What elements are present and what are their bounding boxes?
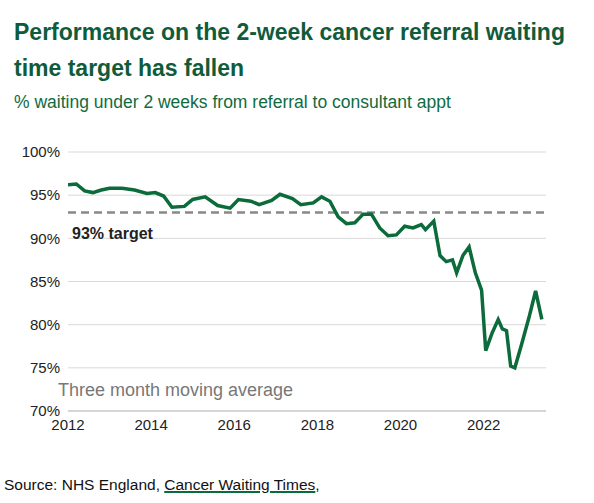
svg-text:85%: 85% [30, 273, 60, 290]
svg-text:75%: 75% [30, 359, 60, 376]
svg-text:2020: 2020 [384, 416, 417, 433]
svg-text:2018: 2018 [301, 416, 334, 433]
html-text:% waiting under 2 weeks from r: % waiting under 2 weeks from referral to… [14, 92, 451, 112]
svg-text:80%: 80% [30, 316, 60, 333]
html-text:Performance on the 2-week canc: Performance on the 2-week cancer referra… [14, 19, 565, 81]
svg-text:2012: 2012 [51, 415, 85, 433]
svg-text:2022: 2022 [467, 416, 500, 433]
svg-text:90%: 90% [30, 230, 60, 247]
html-text:Source: NHS England, Cancer Wa: Source: NHS England, Cancer Waiting Time… [4, 476, 320, 493]
svg-text:2016: 2016 [218, 416, 251, 433]
html-text:Three month moving average: Three month moving average [58, 380, 294, 400]
svg-text:100%: 100% [22, 143, 60, 160]
svg-text:70%: 70% [30, 402, 60, 419]
svg-text:93% target: 93% target [72, 225, 154, 242]
svg-text:95%: 95% [30, 186, 60, 203]
svg-text:2014: 2014 [134, 416, 167, 433]
